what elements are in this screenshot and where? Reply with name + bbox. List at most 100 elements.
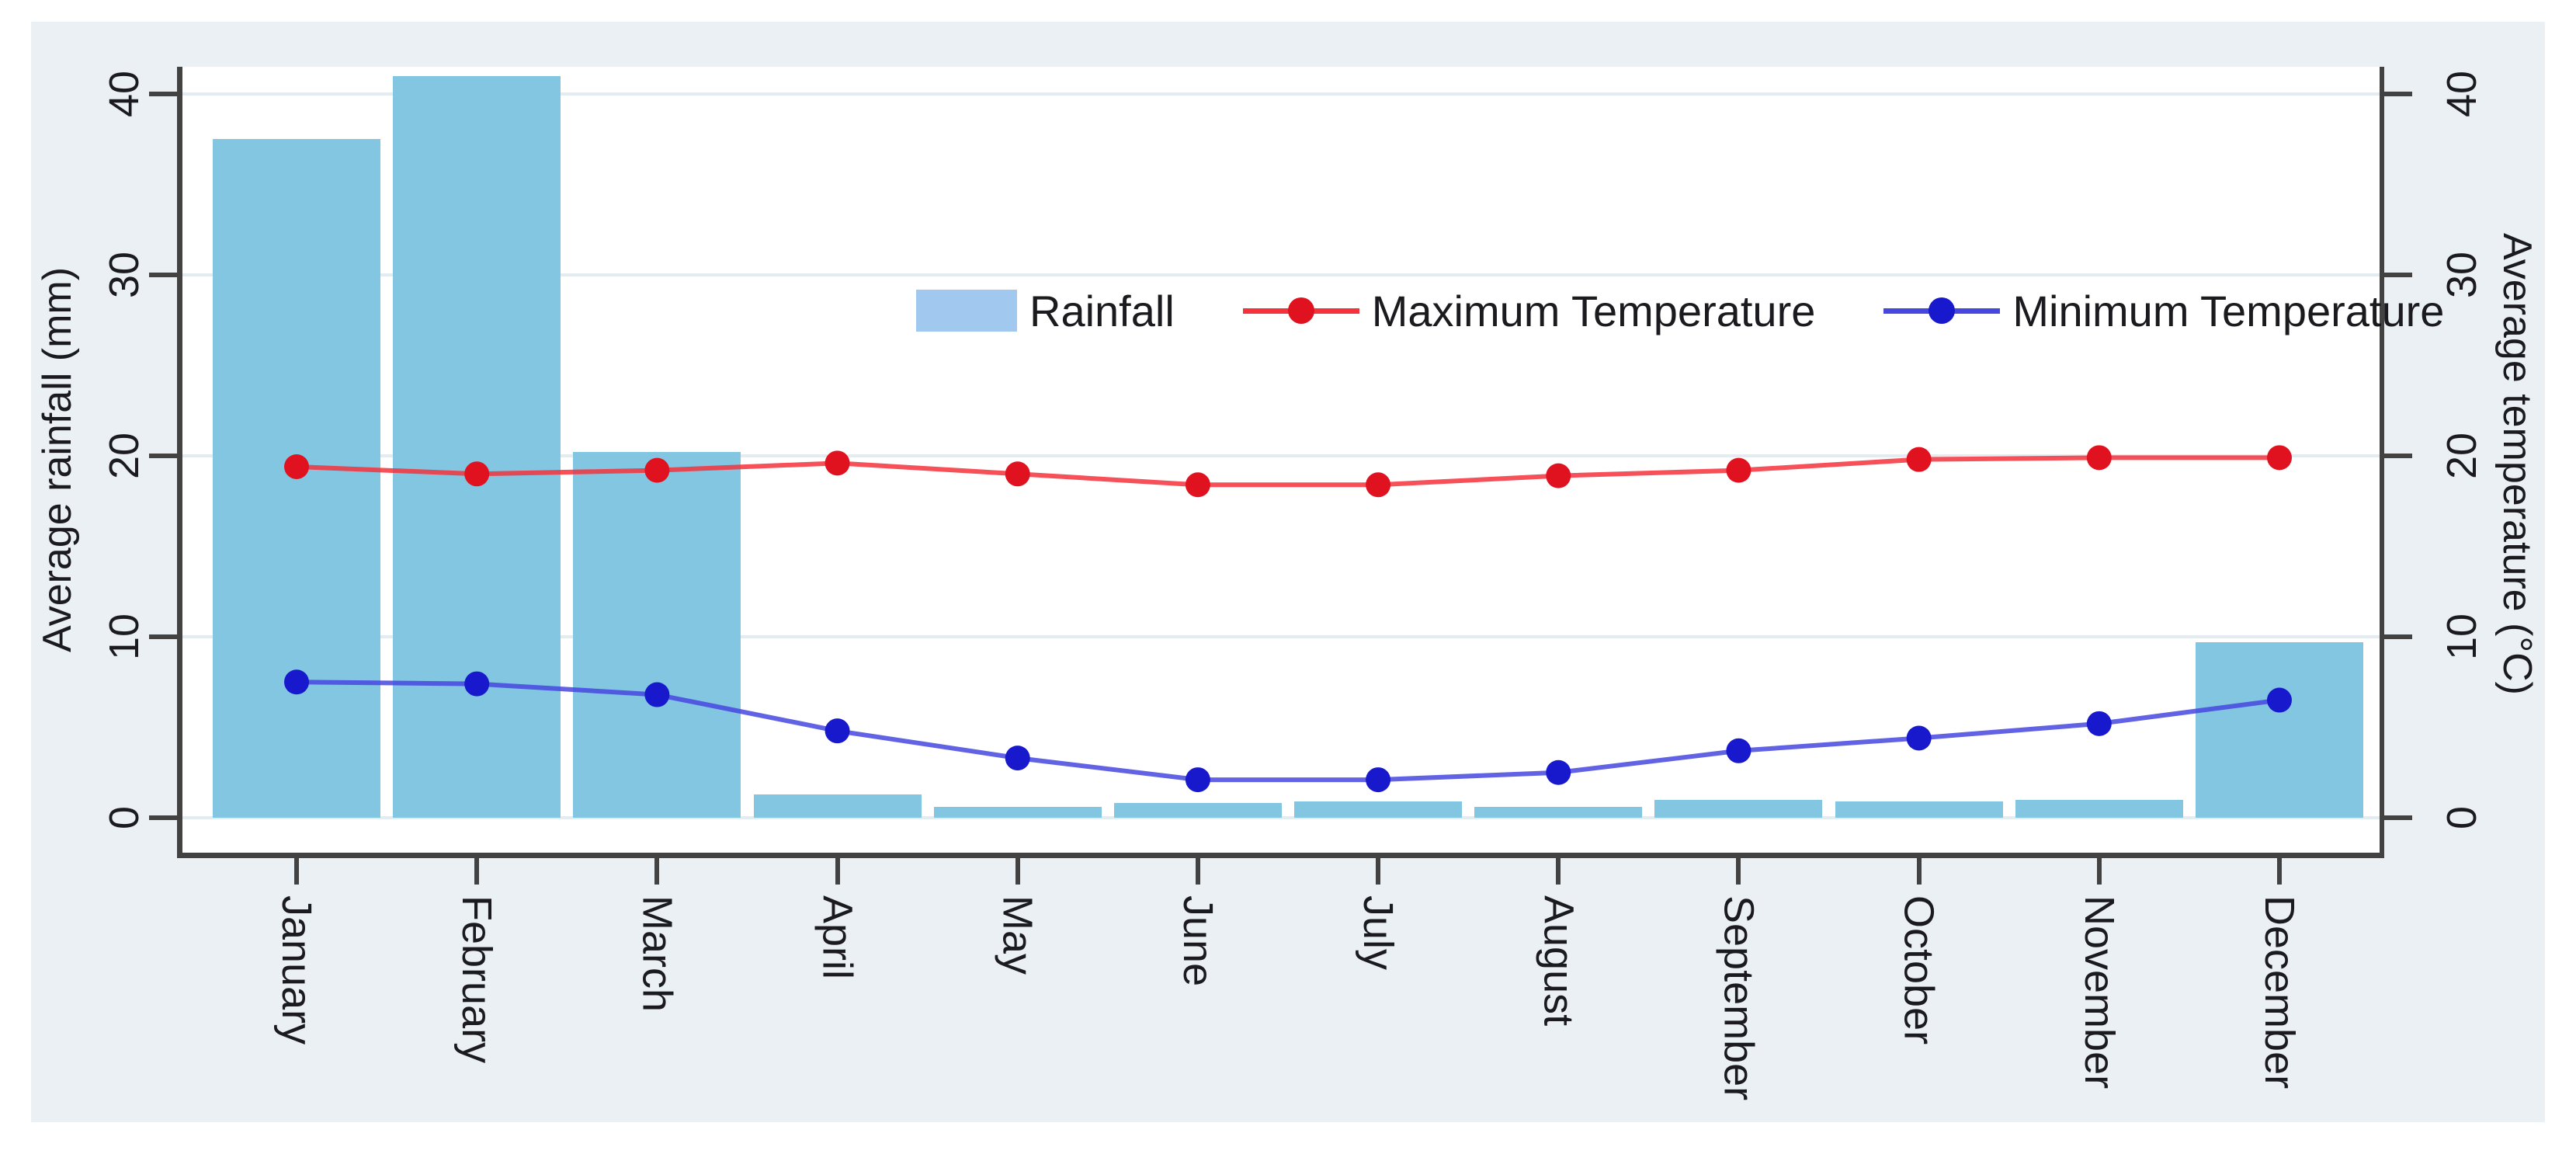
x-tick-september [1736,858,1741,885]
max-temp-line [296,455,2279,488]
max-temp-point-may [1005,461,1030,487]
left-tick-20 [149,454,177,458]
min-temp-point-december [2266,687,2292,713]
right-tick-10 [2384,634,2412,639]
max-temp-point-december [2266,445,2292,471]
plot-area: Rainfall Maximum Temperature Minimum Tem… [177,67,2444,858]
x-tick-june [1195,858,1200,885]
x-tick-july [1376,858,1381,885]
x-tick-may [1015,858,1020,885]
gridline-0 [182,816,2380,819]
bar-july [1294,801,1463,818]
right-tick-40 [2384,92,2412,96]
x-tick-label-january: January [273,895,320,1045]
min-temp-point-april [825,718,850,744]
bar-december [2195,641,2363,818]
x-tick-label-february: February [453,895,501,1064]
left-tick-label-10: 10 [101,613,148,661]
bar-march [573,452,741,818]
gridline-10 [182,635,2380,638]
right-tick-0 [2384,815,2412,820]
x-tick-label-september: September [1715,895,1762,1101]
right-tick-label-30: 30 [2439,251,2485,299]
x-tick-label-october: October [1895,895,1942,1045]
right-tick-label-10: 10 [2439,613,2485,661]
x-tick-label-august: August [1535,895,1582,1027]
max-temp-point-march [644,457,670,483]
bar-april [753,794,922,818]
x-tick-label-july: July [1355,895,1402,971]
x-tick-label-june: June [1174,895,1221,987]
min-temp-point-november [2086,711,2112,736]
min-temperature-dot-icon [1929,297,1956,324]
x-tick-april [835,858,840,885]
left-tick-40 [149,92,177,96]
legend-item-rainfall: Rainfall [916,286,1175,336]
legend: Rainfall Maximum Temperature Minimum Tem… [916,286,2444,335]
right-tick-label-0: 0 [2439,805,2485,830]
left-tick-0 [149,815,177,820]
x-tick-february [474,858,480,885]
gridline-30 [182,273,2380,276]
legend-min-temperature-label: Minimum Temperature [2012,286,2445,335]
max-temperature-marker-icon [1242,297,1359,324]
temperature-lines [284,445,2292,793]
left-tick-label-40: 40 [101,70,148,118]
min-temperature-marker-icon [1883,297,2001,324]
right-tick-20 [2384,454,2412,458]
legend-item-max-temperature: Maximum Temperature [1242,286,1816,336]
right-tick-label-20: 20 [2439,432,2485,480]
bar-november [2015,799,2183,818]
x-tick-label-may: May [994,895,1041,975]
x-tick-label-december: December [2255,895,2303,1090]
max-temp-point-april [825,450,850,476]
min-temp-point-july [1366,767,1391,793]
min-temp-point-october [1906,725,1932,751]
legend-max-temperature-label: Maximum Temperature [1371,286,1816,335]
gridline-20 [182,454,2380,457]
bar-august [1474,807,1643,818]
x-tick-november [2096,858,2102,885]
x-tick-august [1556,858,1561,885]
min-temp-point-august [1546,759,1571,785]
right-tick-label-40: 40 [2439,70,2485,118]
rainfall-swatch-icon [916,290,1017,332]
max-temp-point-august [1546,463,1571,488]
max-temp-point-november [2086,445,2112,471]
left-tick-10 [149,634,177,639]
max-temp-point-september [1726,457,1751,483]
x-tick-label-april: April [814,895,861,980]
bar-may [933,807,1102,818]
x-tick-label-november: November [2075,895,2123,1090]
left-tick-label-30: 30 [101,251,148,299]
min-temp-point-february [464,671,490,697]
bar-september [1654,799,1823,818]
legend-item-min-temperature: Minimum Temperature [1883,286,2444,336]
right-tick-30 [2384,273,2412,277]
max-temp-point-october [1906,447,1932,472]
max-temp-point-february [464,461,490,487]
x-tick-december [2276,858,2282,885]
x-tick-march [654,858,660,885]
x-tick-label-march: March [634,895,681,1013]
max-temp-point-july [1366,472,1391,498]
min-temp-point-september [1726,738,1751,763]
max-temp-point-january [284,454,309,479]
legend-rainfall-label: Rainfall [1029,286,1175,335]
min-temp-line [296,680,2280,783]
min-temp-point-january [284,669,309,695]
right-axis-title: Average temperature (°C) [2494,233,2540,695]
min-temp-point-june [1185,767,1210,793]
x-tick-october [1916,858,1922,885]
gridline-40 [182,92,2380,96]
min-temp-point-march [644,682,670,707]
left-axis-title: Average rainfall (mm) [35,266,80,653]
bar-june [1113,803,1282,818]
bar-october [1835,801,2003,818]
max-temp-point-june [1185,472,1210,498]
x-tick-january [294,858,299,885]
left-tick-label-0: 0 [101,805,148,830]
max-temperature-dot-icon [1287,297,1314,324]
left-tick-30 [149,273,177,277]
